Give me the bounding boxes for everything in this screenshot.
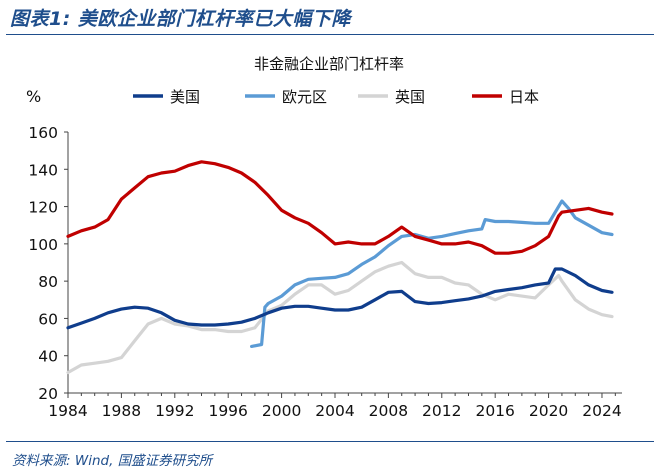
y-tick-label: 60	[38, 310, 58, 328]
x-tick-label: 2012	[422, 402, 461, 420]
x-tick-label: 2016	[475, 402, 514, 420]
x-tick-label: 1992	[155, 402, 194, 420]
y-tick-label: 80	[38, 273, 58, 291]
legend-label: 美国	[170, 88, 200, 106]
y-tick-label: 40	[38, 348, 58, 366]
y-tick-label: 160	[28, 124, 58, 142]
series-line-1	[250, 199, 614, 348]
figure-title: 图表1: 美欧企业部门杠杆率已大幅下降	[10, 8, 351, 30]
x-tick-label: 2008	[369, 402, 408, 420]
x-tick-label: 1988	[102, 402, 141, 420]
y-tick-label: 100	[28, 236, 58, 254]
y-tick-label: 120	[28, 199, 58, 217]
legend-label: 英国	[395, 88, 425, 106]
x-tick-label: 2004	[315, 402, 354, 420]
y-tick-label: 140	[28, 161, 58, 179]
x-tick-label: 1984	[48, 402, 87, 420]
y-tick-label: 20	[38, 385, 58, 403]
x-axis: 1984 1988 1992 1996 2000 2004 2008 2012 2016 2020…	[48, 392, 622, 420]
chart-title: 非金融企业部门杠杆率	[254, 55, 404, 73]
x-tick-label: 2020	[529, 402, 568, 420]
legend-label: 欧元区	[282, 88, 327, 106]
source-note: 资料来源: Wind, 国盛证券研究所	[12, 453, 213, 469]
series-line-0	[66, 267, 614, 330]
legend-label: 日本	[509, 88, 539, 106]
line-chart: 非金融企业部门杠杆率 美国 欧元区 英国 日本 % 20 40 60 80 100 120 140…	[26, 55, 622, 420]
series-line-2	[66, 260, 614, 375]
title-divider	[6, 34, 654, 35]
chart-series	[66, 160, 614, 375]
x-tick-label: 1996	[208, 402, 247, 420]
chart-area: 非金融企业部门杠杆率 美国 欧元区 英国 日本 % 20 40 60 80 100 120 140…	[0, 36, 660, 438]
y-axis: 20 40 60 80 100 120 140 160	[28, 124, 69, 403]
x-tick-label: 2024	[582, 402, 621, 420]
chart-legend: 美国 欧元区 英国 日本	[133, 88, 539, 106]
y-axis-unit-label: %	[26, 87, 41, 106]
x-tick-label: 2000	[262, 402, 301, 420]
source-divider	[6, 441, 654, 442]
series-line-3	[66, 160, 614, 255]
